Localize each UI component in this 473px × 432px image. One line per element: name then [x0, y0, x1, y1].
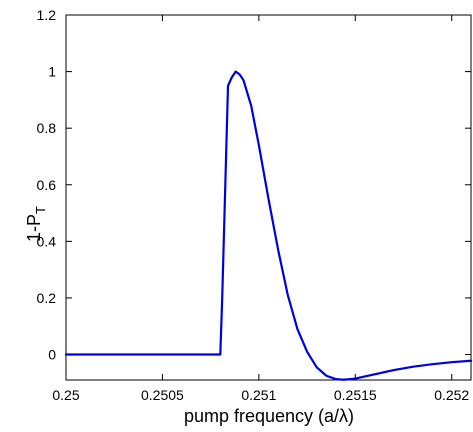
y-axis-label: 1-PT	[24, 206, 48, 242]
y-tick-label: 0.2	[37, 290, 57, 306]
y-tick-label: 1.2	[37, 7, 57, 23]
x-axis-label: pump frequency (a/λ)	[184, 406, 354, 426]
y-tick-label: 0.6	[37, 177, 57, 193]
y-tick-label: 0.4	[37, 233, 57, 249]
y-tick-label: 0	[48, 347, 56, 363]
x-tick-label: 0.2515	[334, 387, 377, 403]
x-tick-label: 0.25	[52, 387, 79, 403]
series-line	[64, 70, 473, 381]
y-axis-ticks: 0 0.2 0.4 0.6 0.8 1 1.2	[37, 7, 471, 363]
plot-frame	[65, 14, 472, 381]
series-group	[64, 70, 473, 381]
x-axis-ticks: 0.25 0.2505 0.251 0.2515 0.252	[52, 15, 469, 403]
x-tick-label: 0.251	[241, 387, 276, 403]
y-tick-label: 1	[48, 64, 56, 80]
x-tick-label: 0.252	[434, 387, 469, 403]
y-axis-label-main: 1-P	[24, 214, 44, 242]
x-tick-label: 0.2505	[141, 387, 184, 403]
y-axis-label-subscript: T	[33, 206, 48, 214]
y-tick-label: 0.8	[37, 120, 57, 136]
plot-area-border	[65, 14, 472, 381]
